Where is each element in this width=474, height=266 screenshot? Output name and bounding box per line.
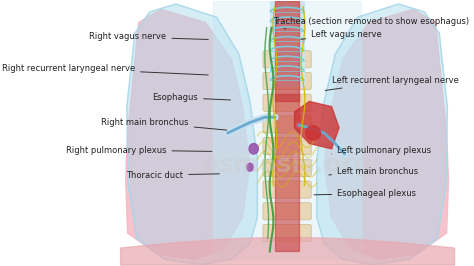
Text: Thoracic duct: Thoracic duct [126, 171, 219, 180]
FancyBboxPatch shape [263, 203, 311, 220]
Ellipse shape [246, 163, 253, 171]
Ellipse shape [249, 144, 258, 154]
FancyBboxPatch shape [263, 72, 311, 90]
Polygon shape [317, 4, 447, 265]
Text: osmosis.org: osmosis.org [202, 153, 373, 177]
Text: Left vagus nerve: Left vagus nerve [301, 30, 382, 39]
Text: Esophageal plexus: Esophageal plexus [314, 189, 416, 198]
FancyBboxPatch shape [263, 94, 311, 111]
Text: Right main bronchus: Right main bronchus [101, 118, 227, 130]
Polygon shape [126, 9, 250, 259]
Text: Left pulmonary plexus: Left pulmonary plexus [332, 146, 431, 155]
FancyBboxPatch shape [263, 181, 311, 198]
Polygon shape [127, 4, 257, 265]
Bar [275, 94, 299, 251]
Polygon shape [324, 9, 448, 259]
Polygon shape [294, 101, 339, 149]
Text: Left recurrent laryngeal nerve: Left recurrent laryngeal nerve [325, 76, 458, 90]
FancyBboxPatch shape [263, 225, 311, 242]
FancyBboxPatch shape [263, 116, 311, 133]
Text: Right pulmonary plexus: Right pulmonary plexus [66, 146, 212, 155]
FancyBboxPatch shape [263, 138, 311, 155]
Bar [270, 1, 304, 86]
Ellipse shape [306, 126, 320, 140]
Text: Esophagus: Esophagus [152, 93, 230, 102]
Text: Right recurrent laryngeal nerve: Right recurrent laryngeal nerve [2, 64, 208, 75]
Polygon shape [213, 1, 361, 259]
Text: Left main bronchus: Left main bronchus [329, 167, 419, 176]
Text: Trachea (section removed to show esophagus): Trachea (section removed to show esophag… [273, 17, 469, 29]
Text: Right vagus nerve: Right vagus nerve [90, 32, 208, 41]
Bar [275, 1, 299, 101]
FancyBboxPatch shape [263, 159, 311, 176]
FancyBboxPatch shape [263, 51, 311, 68]
